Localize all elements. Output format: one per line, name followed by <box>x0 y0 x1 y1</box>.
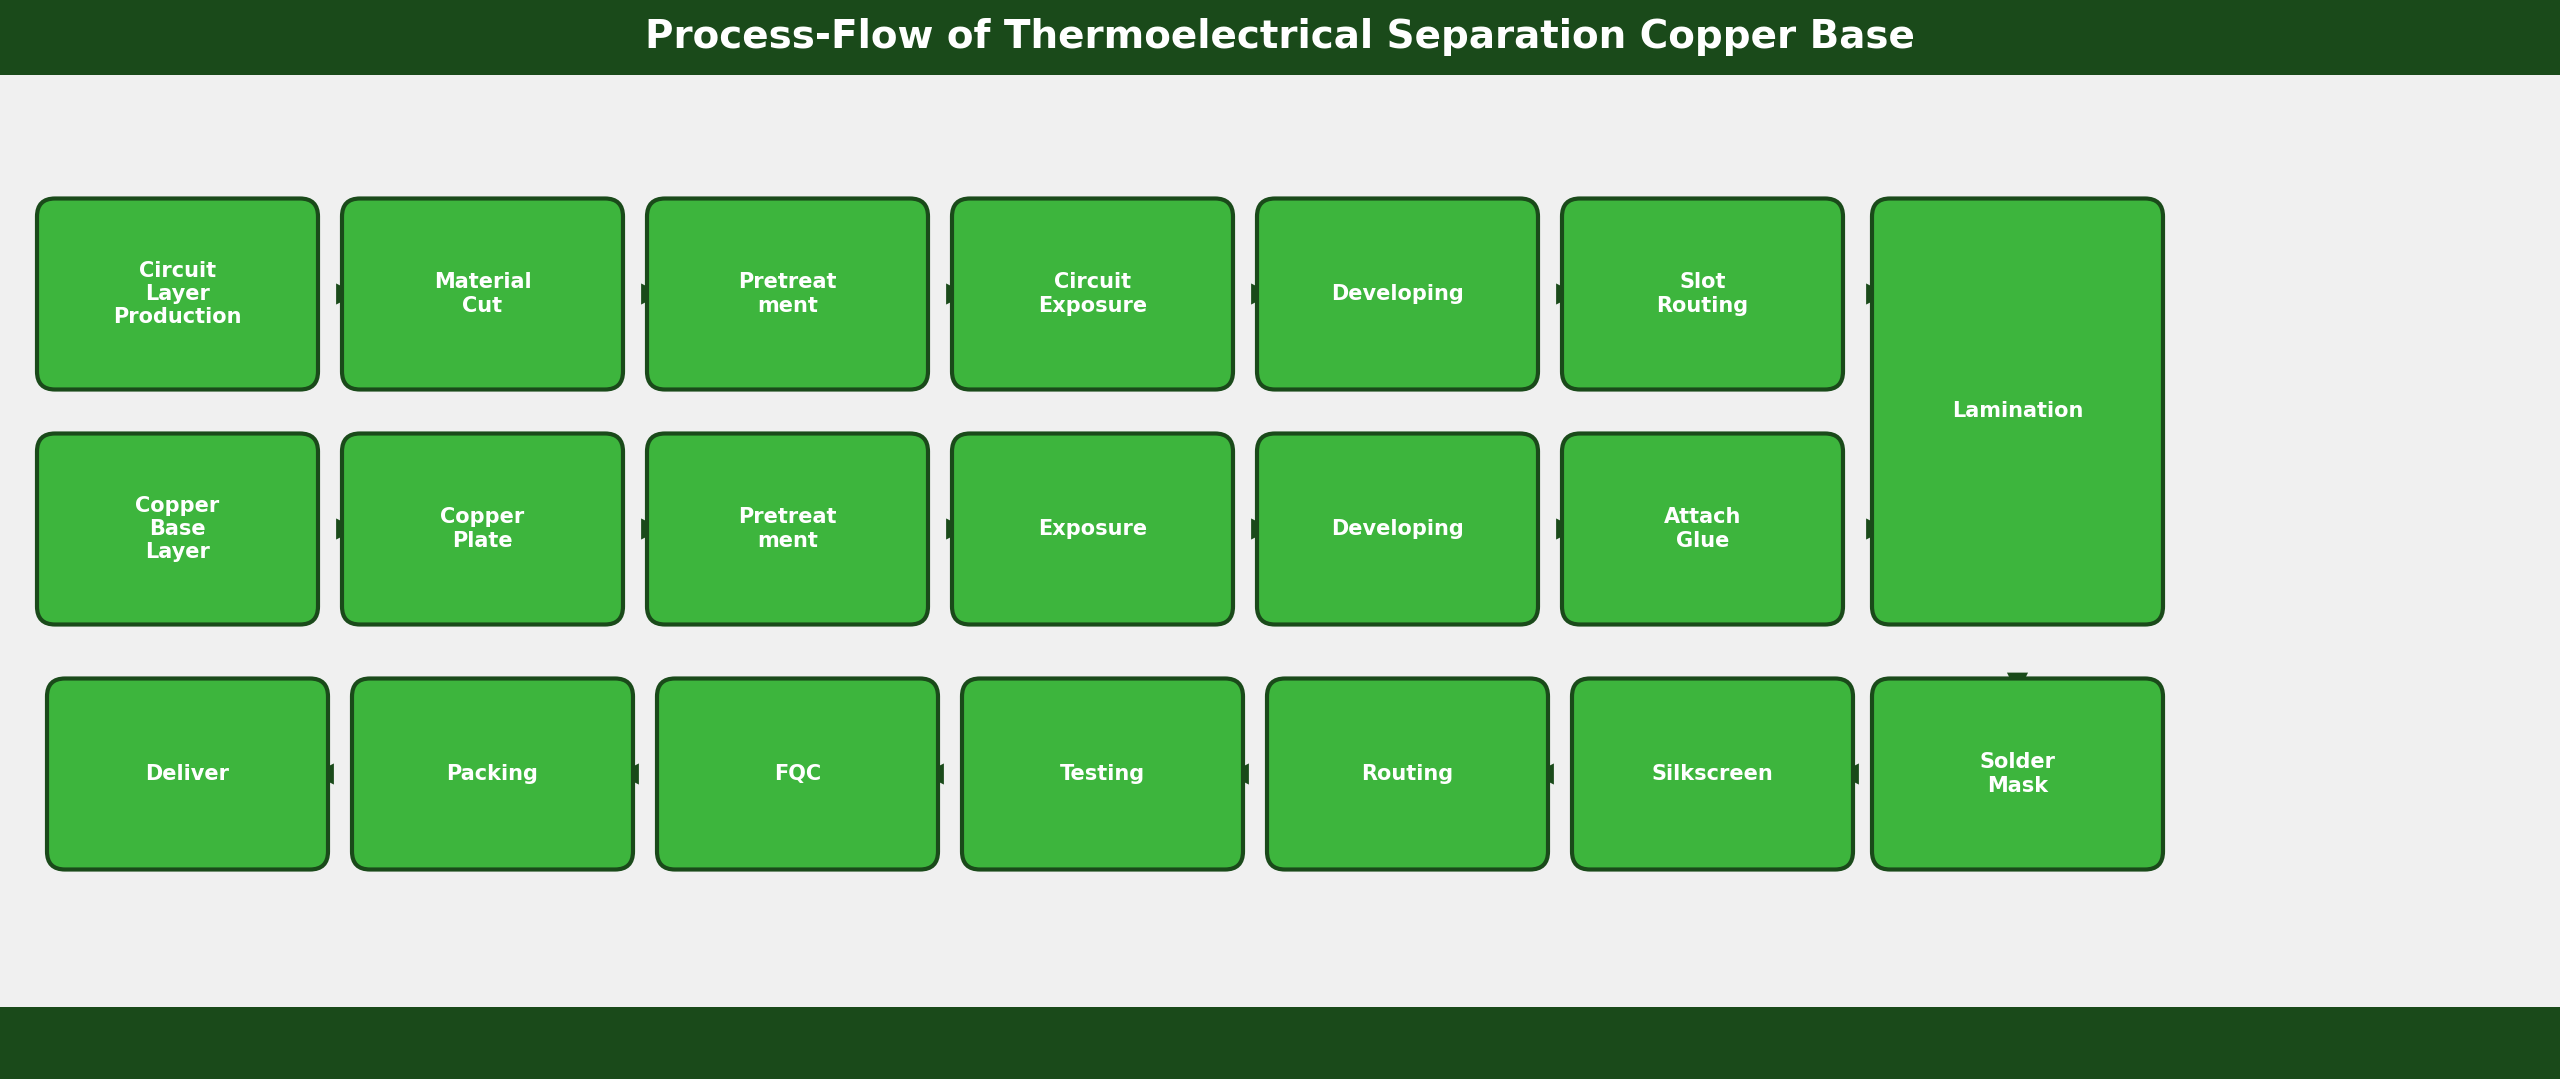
Text: Material
Cut: Material Cut <box>433 272 532 315</box>
FancyBboxPatch shape <box>0 1007 2560 1079</box>
FancyBboxPatch shape <box>351 679 632 870</box>
Text: Silkscreen: Silkscreen <box>1651 764 1774 784</box>
FancyBboxPatch shape <box>963 679 1244 870</box>
FancyBboxPatch shape <box>343 199 622 390</box>
FancyBboxPatch shape <box>1562 434 1843 625</box>
Text: Process-Flow of Thermoelectrical Separation Copper Base: Process-Flow of Thermoelectrical Separat… <box>645 18 1915 56</box>
Text: Copper
Base
Layer: Copper Base Layer <box>136 495 220 562</box>
Text: Packing: Packing <box>445 764 538 784</box>
Text: Attach
Glue: Attach Glue <box>1664 507 1741 550</box>
Text: Slot
Routing: Slot Routing <box>1656 272 1748 315</box>
FancyBboxPatch shape <box>648 434 929 625</box>
Text: Lamination: Lamination <box>1951 401 2084 422</box>
FancyBboxPatch shape <box>1871 679 2163 870</box>
FancyBboxPatch shape <box>952 199 1234 390</box>
FancyBboxPatch shape <box>1572 679 1853 870</box>
FancyBboxPatch shape <box>1257 434 1539 625</box>
FancyBboxPatch shape <box>0 0 2560 76</box>
FancyBboxPatch shape <box>952 434 1234 625</box>
Text: Developing: Developing <box>1331 284 1464 304</box>
Text: Copper
Plate: Copper Plate <box>440 507 525 550</box>
Text: Developing: Developing <box>1331 519 1464 540</box>
FancyBboxPatch shape <box>1257 199 1539 390</box>
FancyBboxPatch shape <box>1871 199 2163 625</box>
Text: FQC: FQC <box>773 764 822 784</box>
Text: Pretreat
ment: Pretreat ment <box>737 272 837 315</box>
Text: Deliver: Deliver <box>146 764 230 784</box>
Text: Routing: Routing <box>1362 764 1454 784</box>
FancyBboxPatch shape <box>36 199 317 390</box>
Text: Pretreat
ment: Pretreat ment <box>737 507 837 550</box>
Text: Circuit
Layer
Production: Circuit Layer Production <box>113 261 241 327</box>
FancyBboxPatch shape <box>1562 199 1843 390</box>
Text: Exposure: Exposure <box>1037 519 1147 540</box>
Text: Testing: Testing <box>1060 764 1144 784</box>
Text: Circuit
Exposure: Circuit Exposure <box>1037 272 1147 315</box>
FancyBboxPatch shape <box>343 434 622 625</box>
Text: Solder
Mask: Solder Mask <box>1979 752 2056 795</box>
FancyBboxPatch shape <box>1267 679 1549 870</box>
FancyBboxPatch shape <box>658 679 937 870</box>
FancyBboxPatch shape <box>648 199 929 390</box>
FancyBboxPatch shape <box>46 679 328 870</box>
FancyBboxPatch shape <box>36 434 317 625</box>
